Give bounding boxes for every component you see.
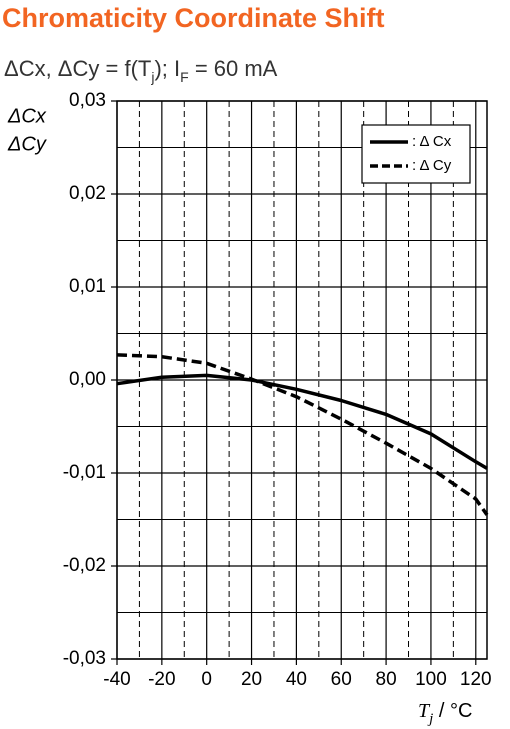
legend-label: : Δ Cy — [412, 157, 452, 174]
data-line — [116, 353, 489, 516]
y-tick-label: 0,03 — [69, 90, 106, 111]
x-tick-label: 80 — [376, 669, 397, 690]
x-tick-label: -20 — [148, 669, 175, 690]
y-tick-label: -0,03 — [63, 648, 106, 669]
subtitle-part: ); I — [154, 56, 180, 81]
x-tick-label: 120 — [460, 669, 492, 690]
legend-label: : Δ Cx — [412, 133, 452, 150]
y-tick-label: -0,02 — [63, 555, 106, 576]
x-label-part: T — [418, 700, 431, 722]
chart-title: Chromaticity Coordinate Shift — [2, 3, 385, 33]
x-axis-label: Tj / °C — [418, 700, 472, 728]
x-tick-label: 40 — [286, 669, 307, 690]
x-tick-label: 60 — [331, 669, 352, 690]
data-line — [116, 373, 488, 470]
x-tick-label: -40 — [103, 669, 130, 690]
y-tick-label: 0,02 — [69, 183, 106, 204]
subtitle-part: j — [150, 69, 154, 85]
subtitle-part: = 60 mA — [189, 56, 278, 81]
x-label-part: j — [427, 711, 433, 727]
y-axis-label: ΔCy — [7, 133, 47, 155]
x-tick-label: 20 — [241, 669, 262, 690]
x-tick-label: 0 — [201, 669, 212, 690]
chart-subtitle: ΔCx, ΔCy = f(Tj); IF = 60 mA — [4, 56, 278, 85]
subtitle-part: F — [180, 69, 189, 85]
plot-border — [116, 100, 488, 660]
x-label-part: / °C — [433, 700, 472, 722]
y-tick-label: 0,00 — [69, 369, 106, 390]
y-tick-label: 0,01 — [69, 276, 106, 297]
legend-box — [361, 124, 471, 184]
y-axis-label: ΔCx — [7, 105, 47, 127]
x-tick-label: 100 — [415, 669, 447, 690]
y-tick-label: -0,01 — [63, 462, 106, 483]
subtitle-part: ΔCx, ΔCy = f(T — [4, 56, 151, 81]
